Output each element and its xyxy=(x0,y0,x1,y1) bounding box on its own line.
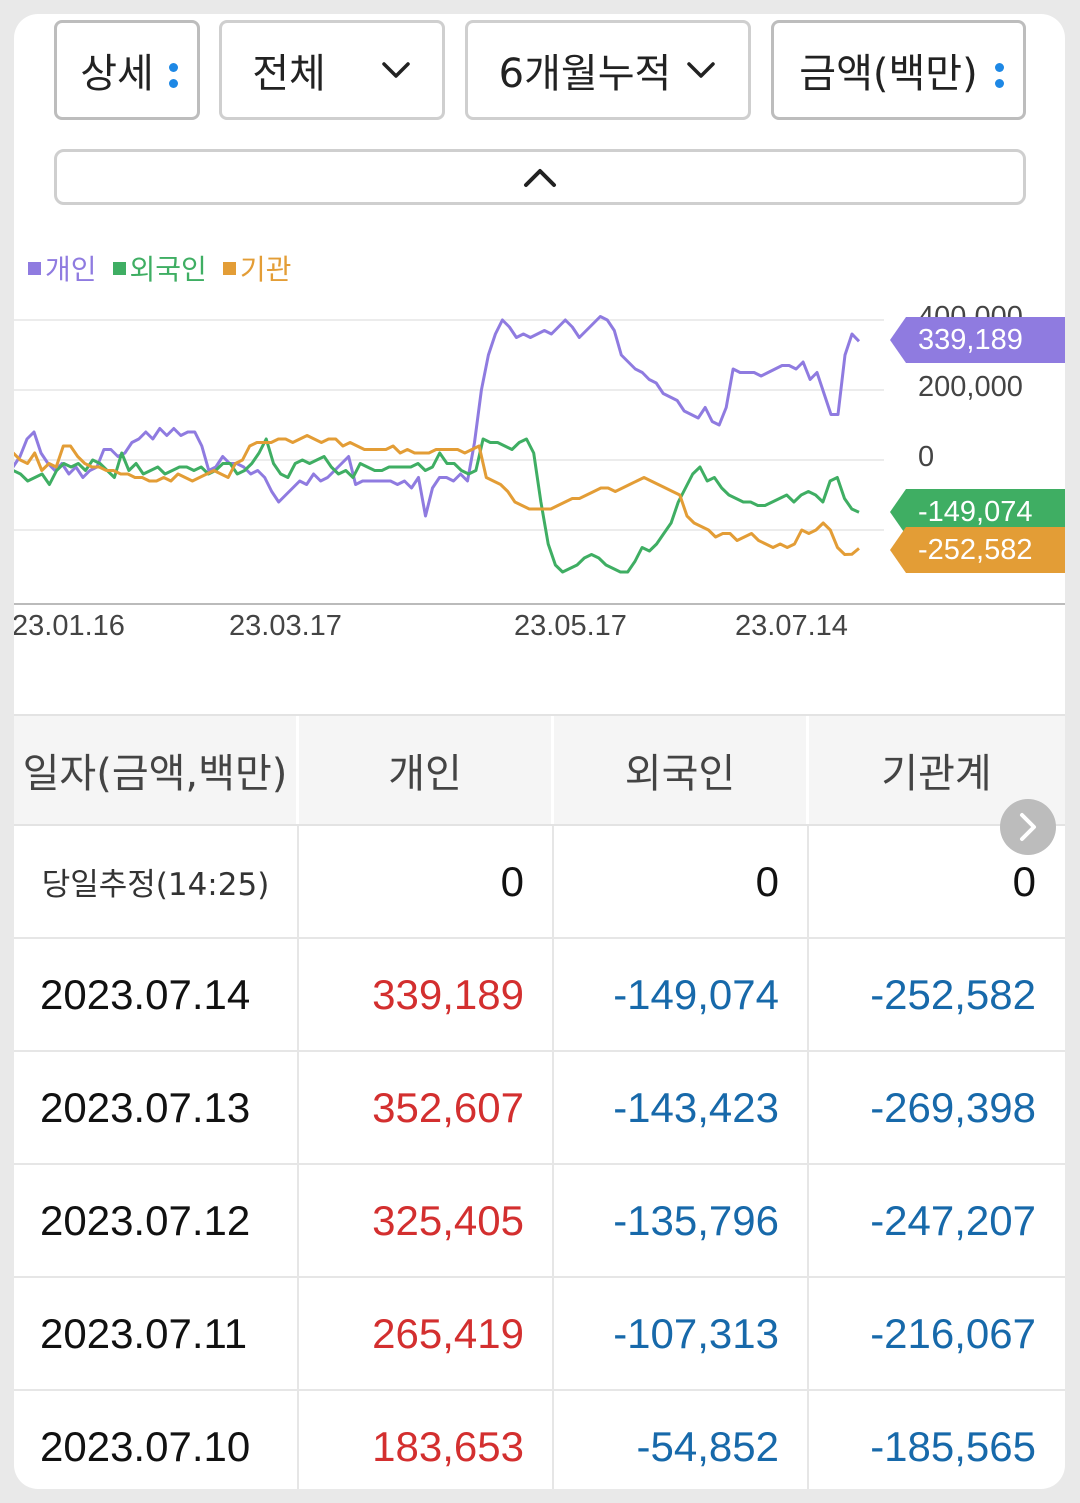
legend-label: 외국인 xyxy=(129,253,207,286)
scope-select[interactable]: 전체 xyxy=(219,20,445,120)
vertical-dots-icon xyxy=(995,63,1005,89)
table-row: 2023.07.14 339,189 -149,074 -252,582 xyxy=(14,939,1065,1052)
legend-label: 기관 xyxy=(239,253,292,286)
scope-select-label: 전체 xyxy=(252,51,326,97)
row-individual: 352,607 xyxy=(299,1052,554,1163)
estimate-label: 당일추정(14:25) xyxy=(14,826,299,937)
vertical-dots-icon xyxy=(169,63,179,89)
chart-legend: 개인 외국인 기관 xyxy=(28,248,291,288)
row-institution: -269,398 xyxy=(870,1083,1036,1131)
column-header-individual: 개인 xyxy=(299,716,554,824)
last-value-tag-institution: -252,582 xyxy=(890,527,1065,573)
chevron-right-icon xyxy=(1020,813,1036,841)
legend-swatch xyxy=(28,261,41,275)
legend-label: 개인 xyxy=(45,253,97,286)
series-line-individual xyxy=(14,315,861,518)
y-tick-label: 200,000 xyxy=(918,371,1023,403)
row-foreign: -54,852 xyxy=(554,1391,809,1489)
column-header-foreign: 외국인 xyxy=(554,716,809,824)
row-foreign: -143,423 xyxy=(554,1052,809,1163)
row-date: 2023.07.13 xyxy=(14,1052,299,1163)
legend-item-individual[interactable]: 개인 xyxy=(28,248,97,288)
row-individual: 325,405 xyxy=(299,1165,554,1276)
detail-select-label: 상세 xyxy=(80,51,154,97)
chevron-down-icon xyxy=(382,62,410,78)
row-institution: -216,067 xyxy=(870,1309,1036,1357)
estimate-institution: 0 xyxy=(1012,857,1036,905)
series-line-foreign xyxy=(14,437,860,574)
series-line-institution xyxy=(14,434,860,556)
table-row-estimate: 당일추정(14:25) 0 0 0 xyxy=(14,826,1065,939)
x-tick-label: 23.07.14 xyxy=(735,610,848,642)
row-institution: -247,207 xyxy=(870,1196,1036,1244)
column-header-date: 일자(금액,백만) xyxy=(14,716,299,824)
row-institution: -252,582 xyxy=(870,970,1036,1018)
unit-select[interactable]: 금액(백만) xyxy=(771,20,1026,120)
row-foreign: -149,074 xyxy=(554,939,809,1050)
row-date: 2023.07.11 xyxy=(14,1278,299,1389)
chevron-down-icon xyxy=(687,62,716,78)
table-row: 2023.07.11 265,419 -107,313 -216,067 xyxy=(14,1278,1065,1391)
row-individual: 339,189 xyxy=(299,939,554,1050)
legend-swatch xyxy=(112,261,126,275)
legend-item-institution[interactable]: 기관 xyxy=(222,248,292,288)
row-date: 2023.07.10 xyxy=(14,1391,299,1489)
legend-swatch xyxy=(222,261,236,275)
x-tick-label: 23.03.17 xyxy=(229,610,342,642)
row-individual: 183,653 xyxy=(299,1391,554,1489)
row-foreign: -135,796 xyxy=(554,1165,809,1276)
collapse-chart-button[interactable] xyxy=(54,149,1026,205)
row-date: 2023.07.14 xyxy=(14,939,299,1050)
period-select-label: 6개월누적 xyxy=(498,51,672,97)
table-row: 2023.07.12 325,405 -135,796 -247,207 xyxy=(14,1165,1065,1278)
column-header-institution: 기관계 xyxy=(881,751,992,797)
row-institution: -185,565 xyxy=(870,1422,1036,1470)
cumulative-net-buy-chart[interactable]: 400,000 200,000 0 339,189 -149,074 -252,… xyxy=(14,301,1065,674)
y-tick-label: 0 xyxy=(918,441,935,473)
detail-select[interactable]: 상세 xyxy=(54,20,200,120)
row-date: 2023.07.12 xyxy=(14,1165,299,1276)
table-row: 2023.07.10 183,653 -54,852 -185,565 xyxy=(14,1391,1065,1489)
filter-bar: 상세 전체 6개월누적 금액(백만) xyxy=(14,14,1065,214)
scroll-right-button[interactable] xyxy=(1000,799,1056,855)
x-tick-label: 23.01.16 xyxy=(14,610,125,642)
investor-trading-panel: 상세 전체 6개월누적 금액(백만) 개인 xyxy=(14,14,1065,1489)
chevron-up-icon xyxy=(524,169,556,187)
table-header-row: 일자(금액,백만) 개인 외국인 기관계 xyxy=(14,714,1065,826)
last-value-tag-individual: 339,189 xyxy=(890,317,1065,363)
estimate-foreign: 0 xyxy=(554,826,809,937)
legend-item-foreign[interactable]: 외국인 xyxy=(112,248,207,288)
unit-select-label: 금액(백만) xyxy=(799,51,978,97)
x-tick-label: 23.05.17 xyxy=(514,610,627,642)
period-select[interactable]: 6개월누적 xyxy=(465,20,751,120)
line-chart xyxy=(14,315,1065,605)
investor-table: 일자(금액,백만) 개인 외국인 기관계 당일추정(14:25) 0 0 0 2… xyxy=(14,714,1065,1489)
row-individual: 265,419 xyxy=(299,1278,554,1389)
estimate-individual: 0 xyxy=(299,826,554,937)
row-foreign: -107,313 xyxy=(554,1278,809,1389)
table-row: 2023.07.13 352,607 -143,423 -269,398 xyxy=(14,1052,1065,1165)
